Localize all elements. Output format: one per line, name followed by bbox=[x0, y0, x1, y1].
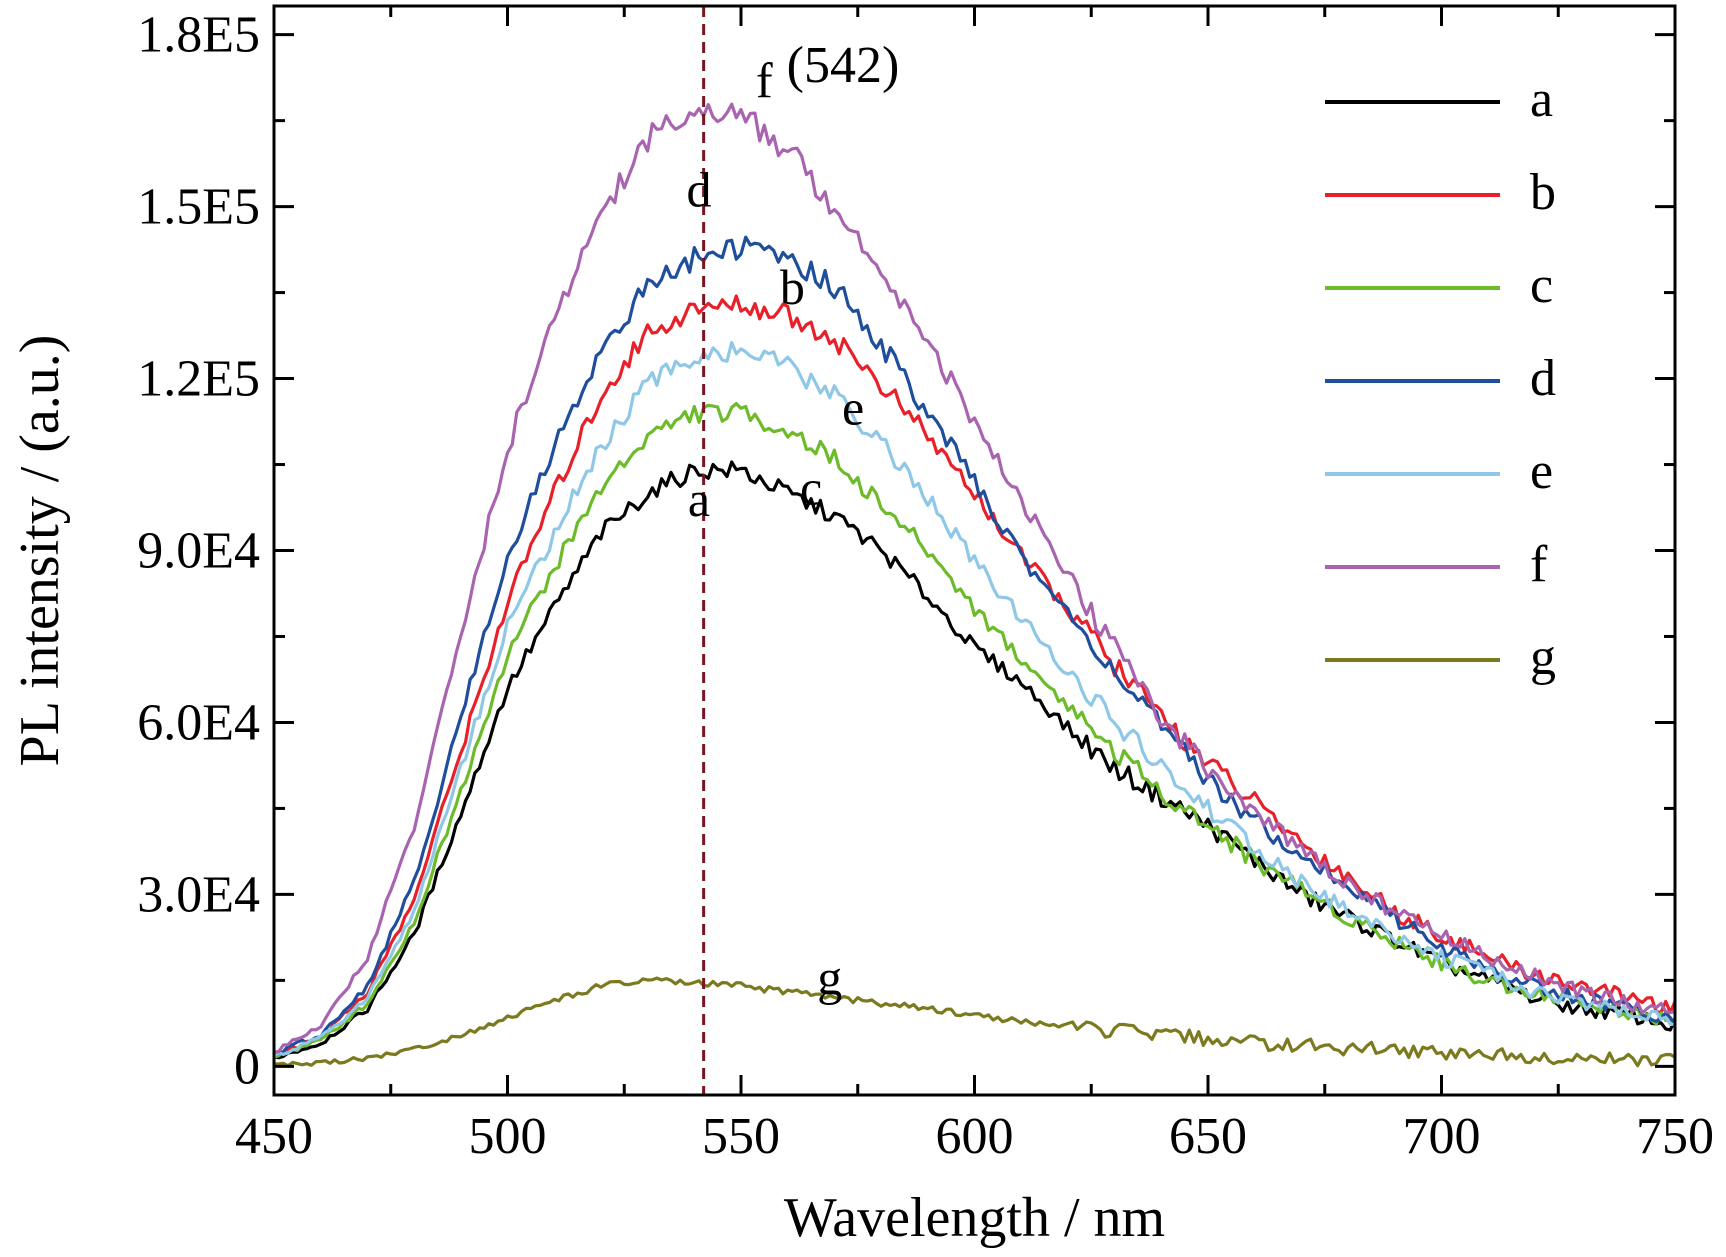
y-axis-title: PL intensity / (a.u.) bbox=[9, 335, 71, 767]
y-tick-label: 1.8E5 bbox=[137, 7, 260, 64]
x-tick-label: 600 bbox=[936, 1108, 1014, 1165]
series-f-line bbox=[273, 102, 1676, 1054]
x-tick-label: 750 bbox=[1636, 1108, 1714, 1165]
reference-line-label: (542) bbox=[787, 37, 900, 94]
series-layer bbox=[273, 102, 1677, 1068]
y-tick-label: 6.0E4 bbox=[137, 694, 260, 751]
series-b-line bbox=[273, 294, 1677, 1055]
y-tick-label: 3.0E4 bbox=[137, 866, 260, 923]
y-tick-label: 9.0E4 bbox=[137, 523, 260, 580]
curve-label-a: a bbox=[688, 471, 710, 527]
series-d-line bbox=[273, 235, 1677, 1055]
legend-label-d: d bbox=[1530, 350, 1556, 407]
x-tick-label: 550 bbox=[702, 1108, 780, 1165]
x-tick-label: 700 bbox=[1403, 1108, 1481, 1165]
legend-label-c: c bbox=[1530, 257, 1553, 314]
curve-label-d: d bbox=[686, 162, 711, 218]
x-axis-title: Wavelength / nm bbox=[784, 1187, 1165, 1249]
plot-frame bbox=[272, 4, 1677, 1097]
series-g-line bbox=[273, 976, 1676, 1068]
legend-label-b: b bbox=[1530, 164, 1556, 221]
series-e-line bbox=[273, 340, 1676, 1058]
y-tick-label: 1.5E5 bbox=[137, 179, 260, 236]
x-tick-label: 500 bbox=[469, 1108, 547, 1165]
legend-label-g: g bbox=[1530, 629, 1556, 686]
series-c-line bbox=[273, 402, 1676, 1059]
legend-label-f: f bbox=[1530, 536, 1548, 593]
legend-label-e: e bbox=[1530, 443, 1553, 500]
curve-label-f: f bbox=[756, 53, 773, 109]
curve-label-g: g bbox=[817, 950, 842, 1006]
curve-label-layer: fd b e a c g bbox=[686, 53, 864, 1006]
y-tick-label: 0 bbox=[234, 1038, 260, 1095]
x-tick-label: 450 bbox=[235, 1108, 313, 1165]
y-tick-label: 1.2E5 bbox=[137, 351, 260, 408]
curve-label-c: c bbox=[800, 460, 822, 516]
legend-label-a: a bbox=[1530, 71, 1553, 128]
curve-label-e: e bbox=[842, 379, 864, 435]
x-tick-label: 650 bbox=[1169, 1108, 1247, 1165]
tick-layer: 450 500 550 600 650 700 750 0 3.0E4 6.0E4 9.0E4 1.2… bbox=[137, 6, 1714, 1165]
reference-layer: (542) bbox=[702, 6, 900, 1095]
curve-label-b: b bbox=[780, 259, 805, 315]
